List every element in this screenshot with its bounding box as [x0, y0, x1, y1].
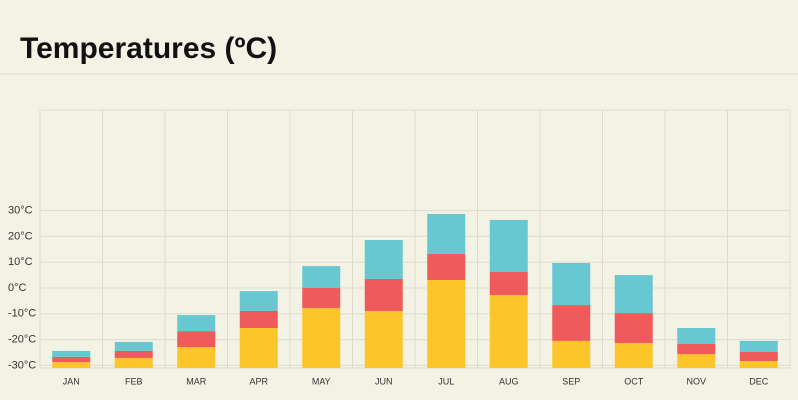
x-tick-label: NOV: [686, 376, 706, 386]
x-tick-label: JUN: [375, 376, 393, 386]
y-tick-label: -30°C: [8, 359, 36, 371]
bar-segment: [52, 350, 91, 357]
bar-segment: [427, 253, 466, 281]
x-tick-label: JUL: [438, 376, 454, 386]
bar-segment: [364, 310, 403, 368]
y-tick-label: -20°C: [8, 334, 36, 346]
bar-segment: [677, 344, 716, 355]
bar-segment: [489, 219, 528, 273]
chart-title: Temperatures (ºC): [20, 32, 277, 65]
bar-segment: [739, 340, 778, 353]
x-tick-label: AUG: [499, 376, 519, 386]
y-tick-label: -10°C: [8, 308, 36, 320]
bar-segment: [364, 278, 403, 311]
bar-segment: [677, 354, 716, 368]
bar-segment: [177, 347, 216, 368]
bar-segment: [114, 357, 153, 368]
bar-segment: [739, 361, 778, 368]
bar-segment: [427, 213, 466, 254]
bar-segment: [52, 356, 91, 363]
x-tick-label: FEB: [125, 376, 143, 386]
bar-segment: [239, 291, 278, 311]
bar-segment: [614, 342, 653, 368]
x-tick-label: JAN: [63, 376, 80, 386]
x-tick-label: SEP: [562, 376, 580, 386]
bar-segment: [489, 272, 528, 295]
bar-segment: [677, 328, 716, 345]
bar-segment: [239, 328, 278, 368]
y-tick-label: 20°C: [8, 230, 33, 242]
x-tick-label: MAR: [186, 376, 207, 386]
bar-segment: [489, 294, 528, 368]
x-tick-label: APR: [249, 376, 268, 386]
bar-segment: [177, 331, 216, 348]
bar-segment: [614, 313, 653, 343]
x-tick-label: MAY: [312, 376, 331, 386]
bar-segment: [552, 305, 591, 341]
y-tick-label: 10°C: [8, 256, 33, 268]
bar-segment: [239, 310, 278, 329]
bar-segment: [552, 262, 591, 306]
x-tick-label: DEC: [749, 376, 769, 386]
bar-segment: [552, 340, 591, 368]
bar-segment: [177, 315, 216, 332]
bar-segment: [427, 280, 466, 368]
bar-segment: [114, 350, 153, 358]
bar-segment: [302, 266, 341, 289]
y-tick-label: 30°C: [8, 205, 33, 217]
x-tick-label: OCT: [624, 376, 644, 386]
bar-segment: [114, 341, 153, 351]
bar-segment: [614, 275, 653, 314]
bar-segment: [52, 362, 91, 368]
y-tick-label: 0°C: [8, 282, 27, 294]
bar-segment: [302, 288, 341, 309]
bar-segment: [739, 352, 778, 362]
bar-segment: [364, 240, 403, 279]
bar-segment: [302, 308, 341, 368]
